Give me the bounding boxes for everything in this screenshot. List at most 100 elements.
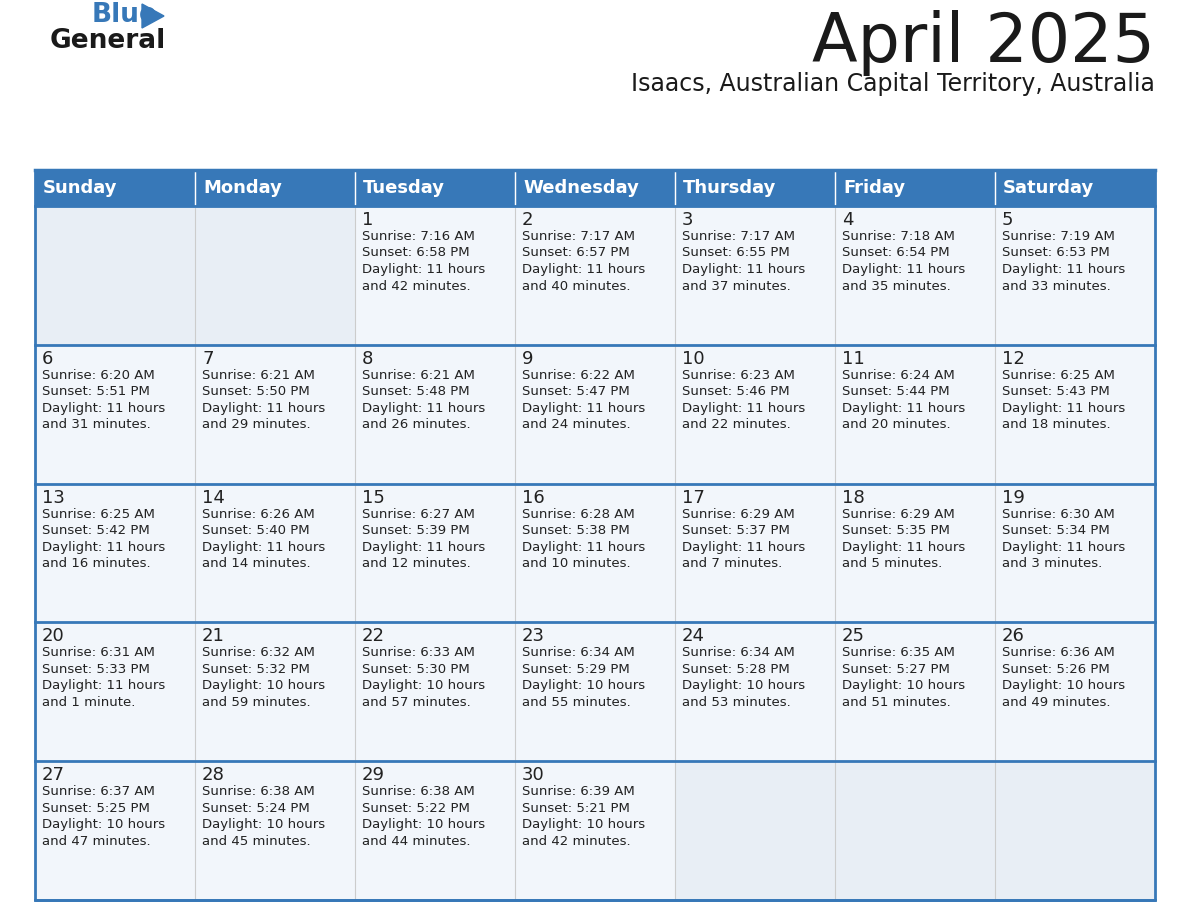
Text: Daylight: 11 hours: Daylight: 11 hours [42,402,165,415]
Text: and 29 minutes.: and 29 minutes. [202,419,310,431]
Text: 6: 6 [42,350,53,368]
Text: Sunrise: 6:25 AM: Sunrise: 6:25 AM [1001,369,1114,382]
Text: Sunset: 5:50 PM: Sunset: 5:50 PM [202,386,310,398]
Text: 28: 28 [202,767,225,784]
Text: Daylight: 11 hours: Daylight: 11 hours [522,402,645,415]
Text: Daylight: 10 hours: Daylight: 10 hours [842,679,965,692]
Text: Sunrise: 7:16 AM: Sunrise: 7:16 AM [362,230,475,243]
Text: 19: 19 [1001,488,1025,507]
Text: Sunrise: 6:29 AM: Sunrise: 6:29 AM [842,508,955,521]
Text: Daylight: 11 hours: Daylight: 11 hours [1001,402,1125,415]
Text: and 35 minutes.: and 35 minutes. [842,279,950,293]
Bar [516,761,675,900]
Text: 27: 27 [42,767,65,784]
Text: Sunset: 5:32 PM: Sunset: 5:32 PM [202,663,310,676]
Bar [675,170,835,206]
Text: Daylight: 10 hours: Daylight: 10 hours [362,818,485,831]
Text: Sunset: 5:28 PM: Sunset: 5:28 PM [682,663,790,676]
Text: 15: 15 [362,488,385,507]
Text: Sunrise: 6:20 AM: Sunrise: 6:20 AM [42,369,154,382]
Text: 10: 10 [682,350,704,368]
Text: Daylight: 10 hours: Daylight: 10 hours [202,818,326,831]
Text: 13: 13 [42,488,65,507]
Text: and 16 minutes.: and 16 minutes. [42,557,151,570]
Text: and 14 minutes.: and 14 minutes. [202,557,310,570]
Text: Sunset: 6:53 PM: Sunset: 6:53 PM [1001,247,1110,260]
Text: Isaacs, Australian Capital Territory, Australia: Isaacs, Australian Capital Territory, Au… [631,72,1155,96]
Bar [996,345,1155,484]
Text: Daylight: 11 hours: Daylight: 11 hours [842,263,965,276]
Text: Wednesday: Wednesday [523,179,639,197]
Text: 14: 14 [202,488,225,507]
Text: Sunset: 5:27 PM: Sunset: 5:27 PM [842,663,950,676]
Text: 26: 26 [1001,627,1025,645]
Bar [516,484,675,622]
Text: and 3 minutes.: and 3 minutes. [1001,557,1102,570]
Text: and 42 minutes.: and 42 minutes. [522,834,631,847]
Text: 11: 11 [842,350,865,368]
Text: Sunset: 5:48 PM: Sunset: 5:48 PM [362,386,469,398]
Text: Sunset: 6:54 PM: Sunset: 6:54 PM [842,247,949,260]
Bar [835,206,996,345]
Bar [996,206,1155,345]
Text: Daylight: 10 hours: Daylight: 10 hours [522,818,645,831]
Text: Daylight: 10 hours: Daylight: 10 hours [522,679,645,692]
Text: Sunset: 5:33 PM: Sunset: 5:33 PM [42,663,150,676]
Text: 12: 12 [1001,350,1025,368]
Text: Sunrise: 6:33 AM: Sunrise: 6:33 AM [362,646,475,659]
Text: and 10 minutes.: and 10 minutes. [522,557,631,570]
Text: Sunset: 5:39 PM: Sunset: 5:39 PM [362,524,469,537]
Text: Sunrise: 6:25 AM: Sunrise: 6:25 AM [42,508,154,521]
Bar [516,345,675,484]
Text: Sunrise: 7:18 AM: Sunrise: 7:18 AM [842,230,955,243]
Bar [34,622,195,761]
Bar [996,761,1155,900]
Text: 30: 30 [522,767,545,784]
Text: Sunset: 5:42 PM: Sunset: 5:42 PM [42,524,150,537]
Text: Tuesday: Tuesday [364,179,446,197]
Text: 1: 1 [362,211,373,229]
Text: and 59 minutes.: and 59 minutes. [202,696,310,709]
Bar [34,206,195,345]
Bar [675,484,835,622]
Text: Sunset: 5:22 PM: Sunset: 5:22 PM [362,801,470,814]
Text: Sunrise: 6:28 AM: Sunrise: 6:28 AM [522,508,634,521]
Bar [516,206,675,345]
Bar [195,345,355,484]
Text: Daylight: 11 hours: Daylight: 11 hours [362,541,485,554]
Text: 23: 23 [522,627,545,645]
Bar [195,622,355,761]
Text: Daylight: 11 hours: Daylight: 11 hours [682,263,805,276]
Text: Daylight: 11 hours: Daylight: 11 hours [362,402,485,415]
Text: and 24 minutes.: and 24 minutes. [522,419,631,431]
Text: Sunrise: 6:36 AM: Sunrise: 6:36 AM [1001,646,1114,659]
Text: 9: 9 [522,350,533,368]
Text: Friday: Friday [843,179,905,197]
Text: 5: 5 [1001,211,1013,229]
Text: 22: 22 [362,627,385,645]
Text: Sunrise: 6:30 AM: Sunrise: 6:30 AM [1001,508,1114,521]
Text: and 33 minutes.: and 33 minutes. [1001,279,1111,293]
Text: Daylight: 11 hours: Daylight: 11 hours [522,263,645,276]
Text: Daylight: 11 hours: Daylight: 11 hours [1001,263,1125,276]
Text: Sunset: 6:57 PM: Sunset: 6:57 PM [522,247,630,260]
Text: Daylight: 11 hours: Daylight: 11 hours [42,541,165,554]
Text: Daylight: 11 hours: Daylight: 11 hours [362,263,485,276]
Text: and 12 minutes.: and 12 minutes. [362,557,470,570]
Text: Thursday: Thursday [683,179,777,197]
Text: and 5 minutes.: and 5 minutes. [842,557,942,570]
Bar [355,484,516,622]
Bar [996,484,1155,622]
Text: Sunrise: 7:19 AM: Sunrise: 7:19 AM [1001,230,1114,243]
Text: Sunrise: 7:17 AM: Sunrise: 7:17 AM [522,230,636,243]
Text: and 22 minutes.: and 22 minutes. [682,419,791,431]
Bar [516,170,675,206]
Text: 18: 18 [842,488,865,507]
Text: Daylight: 11 hours: Daylight: 11 hours [842,402,965,415]
Text: Daylight: 11 hours: Daylight: 11 hours [522,541,645,554]
Text: and 51 minutes.: and 51 minutes. [842,696,950,709]
Text: Sunset: 5:26 PM: Sunset: 5:26 PM [1001,663,1110,676]
Bar [355,170,516,206]
Text: Sunrise: 6:38 AM: Sunrise: 6:38 AM [362,785,475,798]
Text: Sunset: 5:30 PM: Sunset: 5:30 PM [362,663,469,676]
